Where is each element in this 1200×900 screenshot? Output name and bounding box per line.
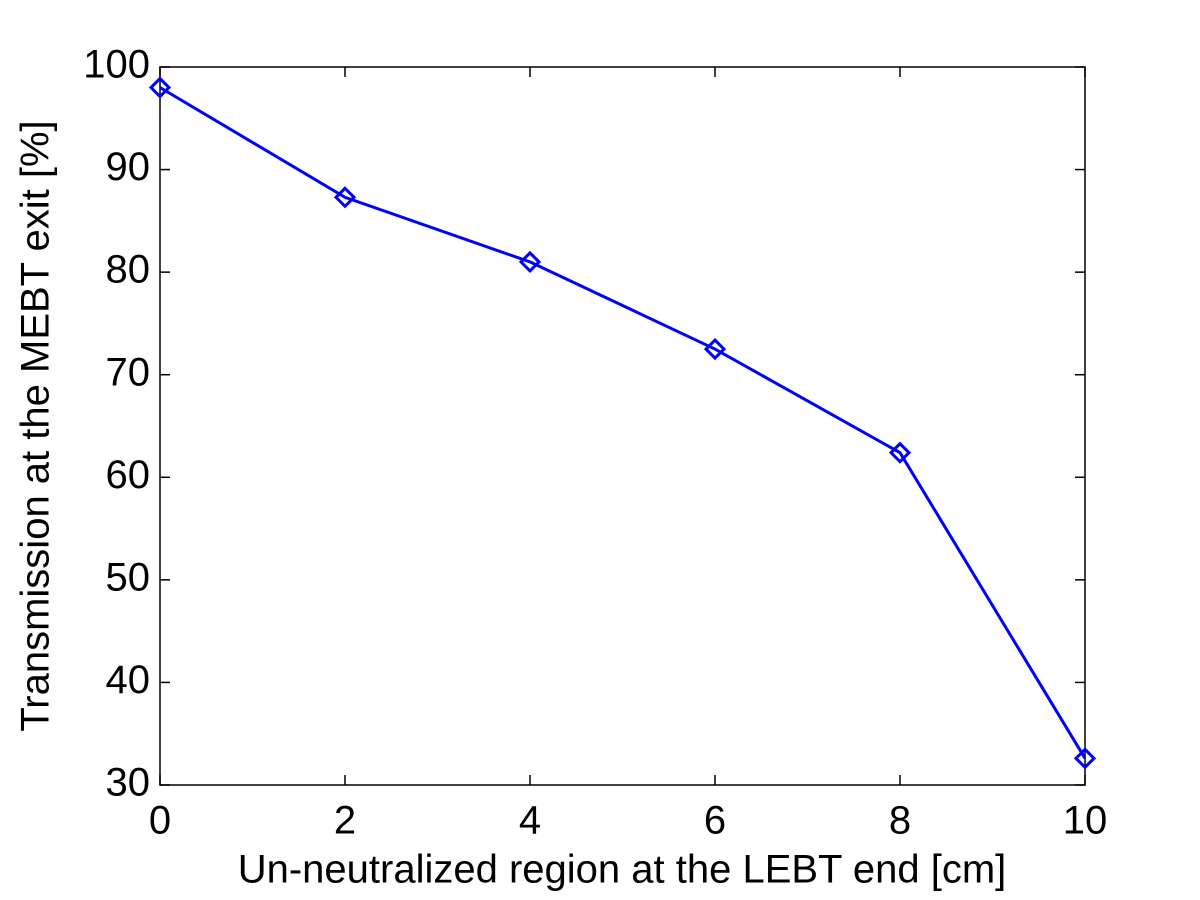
data-marker: [148, 76, 172, 99]
y-tick-label: 90: [106, 145, 151, 189]
data-marker: [333, 186, 357, 209]
x-tick-label: 2: [334, 799, 356, 843]
data-line: [159, 86, 1087, 760]
y-tick-label: 50: [106, 555, 151, 599]
y-tick-label: 30: [106, 761, 151, 805]
data-marker: [703, 337, 727, 361]
x-tick-label: 8: [889, 799, 911, 843]
x-tick-label: 10: [1063, 799, 1108, 843]
x-axis-label: Un-neutralized region at the LEBT end [c…: [238, 848, 1007, 892]
y-tick-label: 60: [106, 453, 151, 497]
data-marker: [888, 441, 912, 464]
y-tick-label: 40: [106, 658, 151, 702]
x-tick-label: 0: [149, 799, 171, 843]
y-tick-label: 100: [83, 43, 150, 87]
x-tick-label: 4: [519, 799, 541, 843]
y-tick-label: 80: [106, 248, 151, 292]
plot-frame: [159, 66, 1086, 786]
x-tick-label: 6: [704, 799, 726, 843]
data-marker: [1073, 747, 1097, 770]
data-marker: [518, 250, 542, 274]
y-axis-label: Transmission at the MEBT exit [%]: [14, 120, 58, 731]
y-tick-label: 70: [106, 350, 151, 394]
